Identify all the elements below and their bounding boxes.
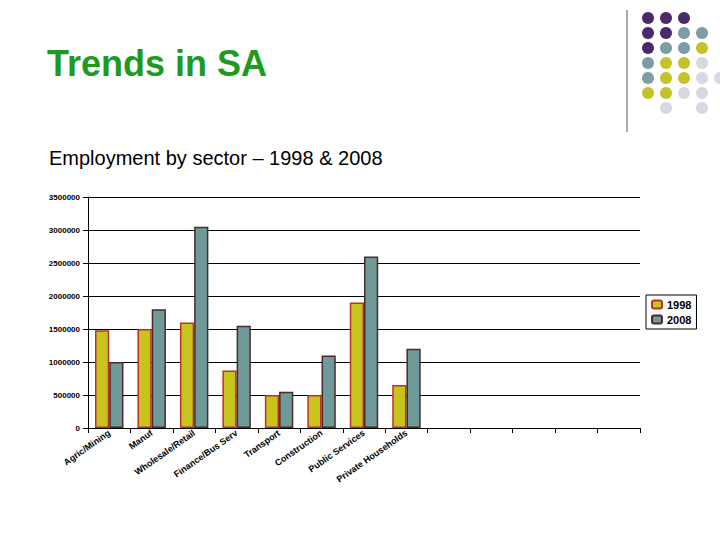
svg-text:Construction: Construction [272, 427, 325, 469]
svg-text:Employment by sector – 1998 &: Employment by sector – 1998 & 2008 [49, 147, 383, 169]
svg-text:1000000: 1000000 [49, 358, 81, 367]
svg-text:2000000: 2000000 [49, 292, 81, 301]
svg-text:Agric/Mining: Agric/Mining [62, 428, 112, 467]
svg-text:3500000: 3500000 [49, 193, 81, 202]
svg-text:1998: 1998 [667, 299, 691, 311]
svg-text:1500000: 1500000 [49, 325, 81, 334]
svg-text:Wholesale/Retail: Wholesale/Retail [132, 427, 197, 478]
svg-text:0: 0 [76, 424, 81, 433]
svg-text:500000: 500000 [53, 391, 80, 400]
svg-text:Transport: Transport [242, 428, 282, 460]
svg-text:3000000: 3000000 [49, 226, 81, 235]
svg-text:Private Households: Private Households [335, 428, 410, 484]
svg-text:Public Services: Public Services [306, 427, 367, 475]
svg-text:Manuf: Manuf [127, 427, 155, 451]
svg-text:2500000: 2500000 [49, 259, 81, 268]
svg-text:Finance/Bus Serv: Finance/Bus Serv [172, 428, 240, 480]
svg-text:2008: 2008 [667, 314, 691, 326]
svg-text:Trends in SA: Trends in SA [47, 43, 267, 84]
